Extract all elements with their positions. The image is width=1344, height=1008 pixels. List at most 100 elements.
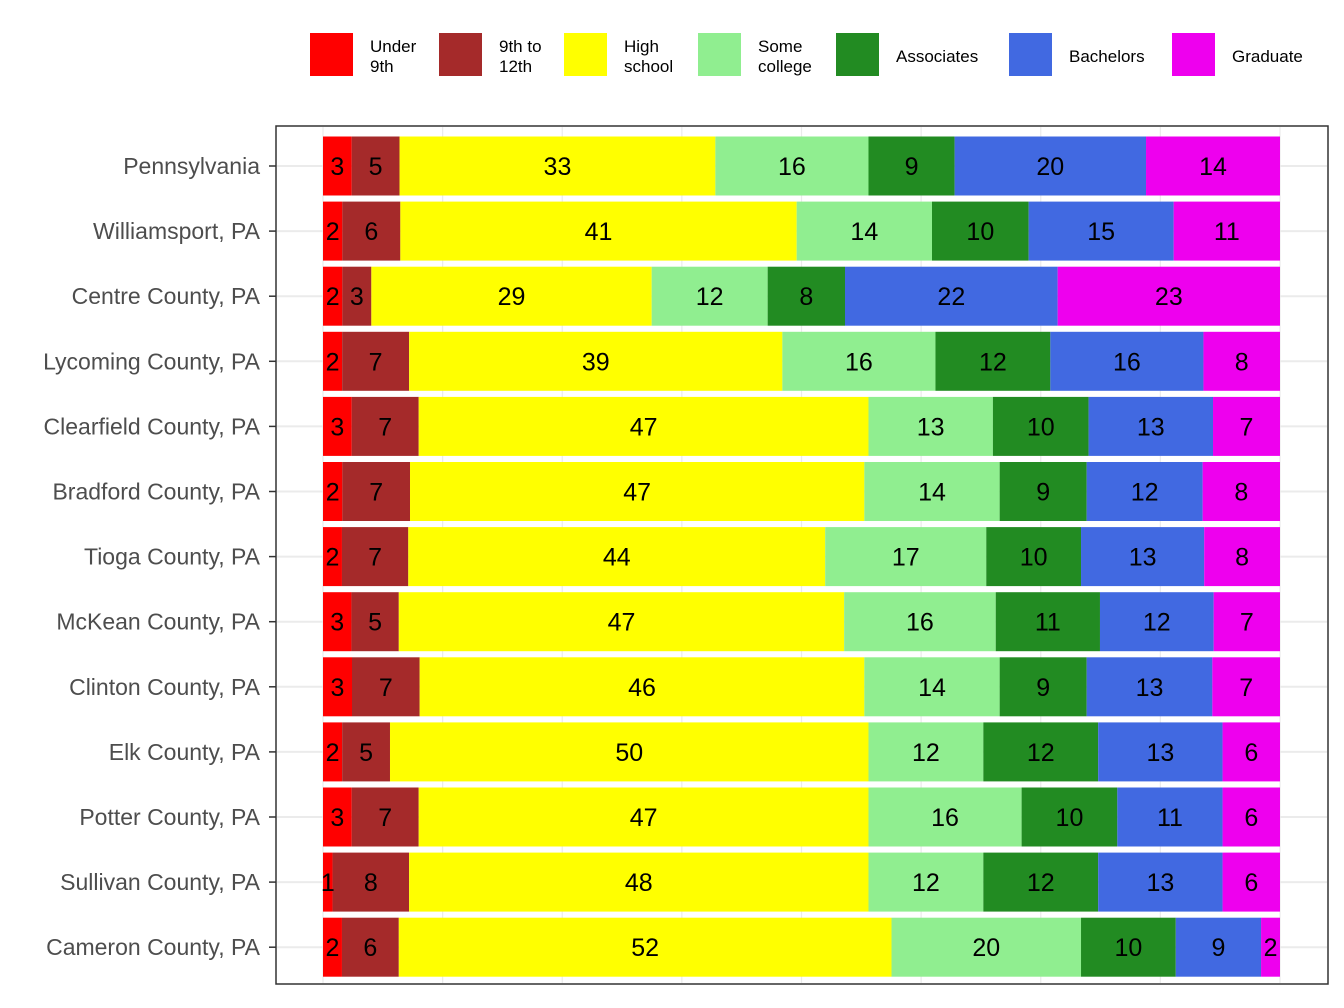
y-tick-label: Tioga County, PA bbox=[84, 544, 261, 570]
legend-label: Under bbox=[370, 37, 417, 56]
bar-9th-to-12th bbox=[342, 266, 372, 326]
data-label: 6 bbox=[364, 218, 378, 246]
bar-associates bbox=[868, 136, 955, 196]
data-label: 20 bbox=[1036, 153, 1064, 181]
bar-associates bbox=[935, 331, 1051, 391]
bar-bachelors bbox=[1088, 396, 1214, 456]
bar-9th-to-12th bbox=[342, 331, 410, 391]
bar-graduate bbox=[1222, 852, 1280, 912]
bar-9th-to-12th bbox=[351, 787, 419, 847]
data-label: 3 bbox=[330, 153, 344, 181]
data-label: 17 bbox=[892, 544, 920, 572]
data-label: 11 bbox=[1035, 609, 1061, 637]
legend-key-some-college bbox=[698, 33, 741, 76]
data-label: 22 bbox=[937, 283, 965, 311]
data-label: 10 bbox=[1020, 544, 1048, 572]
data-label: 15 bbox=[1087, 218, 1115, 246]
data-label: 16 bbox=[1113, 348, 1141, 376]
bar-bachelors bbox=[1099, 592, 1214, 652]
data-label: 14 bbox=[850, 218, 878, 246]
bar-some-college bbox=[651, 266, 768, 326]
bar-high-school bbox=[399, 136, 716, 196]
bar-9th-to-12th bbox=[351, 396, 419, 456]
data-label: 14 bbox=[918, 479, 946, 507]
bar-under-9th bbox=[323, 136, 352, 196]
bar-high-school bbox=[418, 787, 869, 847]
bar-graduate bbox=[1057, 266, 1280, 326]
bar-graduate bbox=[1202, 462, 1280, 521]
data-label: 10 bbox=[966, 218, 994, 246]
legend-label: college bbox=[758, 57, 812, 76]
data-label: 16 bbox=[845, 348, 873, 376]
legend-key-9th-to-12th bbox=[439, 33, 482, 76]
data-label: 46 bbox=[628, 674, 656, 702]
bar-high-school bbox=[389, 722, 869, 782]
data-label: 13 bbox=[1146, 869, 1174, 897]
bar-9th-to-12th bbox=[351, 136, 400, 196]
data-label: 8 bbox=[1234, 479, 1248, 507]
bar-under-9th bbox=[323, 592, 352, 652]
bar-bachelors bbox=[845, 266, 1058, 326]
data-label: 10 bbox=[1114, 934, 1142, 962]
bar-bachelors bbox=[1175, 917, 1262, 977]
bar-some-college bbox=[868, 852, 984, 912]
data-label: 2 bbox=[326, 479, 340, 507]
data-labels: 3 5 33 16 9 20 142 6 41 14 10 15 112 3 29 12 8 22 232 7 39 16… bbox=[321, 153, 1278, 962]
data-label: 7 bbox=[369, 348, 383, 376]
data-label: 7 bbox=[368, 544, 382, 572]
legend-key-graduate bbox=[1172, 33, 1215, 76]
bar-under-9th bbox=[323, 722, 343, 782]
data-label: 2 bbox=[326, 348, 340, 376]
bar-under-9th bbox=[323, 657, 352, 717]
y-tick-label: Clearfield County, PA bbox=[44, 413, 261, 439]
data-label: 2 bbox=[326, 544, 340, 572]
data-label: 12 bbox=[1027, 739, 1055, 767]
y-tick-label: Potter County, PA bbox=[79, 804, 260, 830]
bar-associates bbox=[983, 722, 1099, 782]
data-label: 48 bbox=[625, 869, 653, 897]
bar-some-college bbox=[864, 657, 1000, 717]
bar-9th-to-12th bbox=[352, 657, 420, 717]
data-label: 13 bbox=[917, 413, 945, 441]
data-label: 16 bbox=[906, 609, 934, 637]
bar-high-school bbox=[398, 592, 845, 652]
y-tick-label: Williamsport, PA bbox=[93, 218, 261, 244]
bar-associates bbox=[992, 396, 1089, 456]
bar-some-college bbox=[891, 917, 1082, 977]
bar-high-school bbox=[408, 527, 826, 587]
bar-associates bbox=[932, 201, 1029, 261]
data-label: 2 bbox=[326, 739, 340, 767]
plot-border bbox=[275, 125, 1329, 985]
bar-associates bbox=[999, 462, 1087, 521]
bar-some-college bbox=[844, 592, 996, 652]
bar-graduate bbox=[1222, 787, 1280, 847]
data-label: 12 bbox=[912, 739, 940, 767]
data-label: 9 bbox=[905, 153, 919, 181]
y-tick-label: McKean County, PA bbox=[56, 609, 260, 635]
bar-associates bbox=[983, 852, 1099, 912]
bar-bachelors bbox=[1117, 787, 1223, 847]
data-label: 7 bbox=[378, 413, 392, 441]
bar-9th-to-12th bbox=[341, 917, 399, 977]
bar-graduate bbox=[1204, 527, 1280, 587]
data-label: 13 bbox=[1136, 674, 1164, 702]
bar-9th-to-12th bbox=[341, 527, 409, 587]
data-label: 3 bbox=[350, 283, 364, 311]
bars bbox=[323, 136, 1280, 977]
bar-under-9th bbox=[323, 462, 343, 521]
data-label: 8 bbox=[1235, 348, 1249, 376]
data-label: 23 bbox=[1155, 283, 1183, 311]
data-label: 6 bbox=[1244, 739, 1258, 767]
data-label: 11 bbox=[1214, 218, 1240, 246]
y-tick-label: Bradford County, PA bbox=[52, 479, 260, 505]
bar-bachelors bbox=[1081, 527, 1205, 587]
legend-key-under-9th bbox=[310, 33, 353, 76]
y-tick-label: Lycoming County, PA bbox=[43, 348, 261, 374]
bar-9th-to-12th bbox=[342, 201, 401, 261]
data-label: 6 bbox=[1244, 804, 1258, 832]
data-label: 39 bbox=[582, 348, 610, 376]
data-label: 29 bbox=[498, 283, 526, 311]
data-label: 12 bbox=[1131, 479, 1159, 507]
